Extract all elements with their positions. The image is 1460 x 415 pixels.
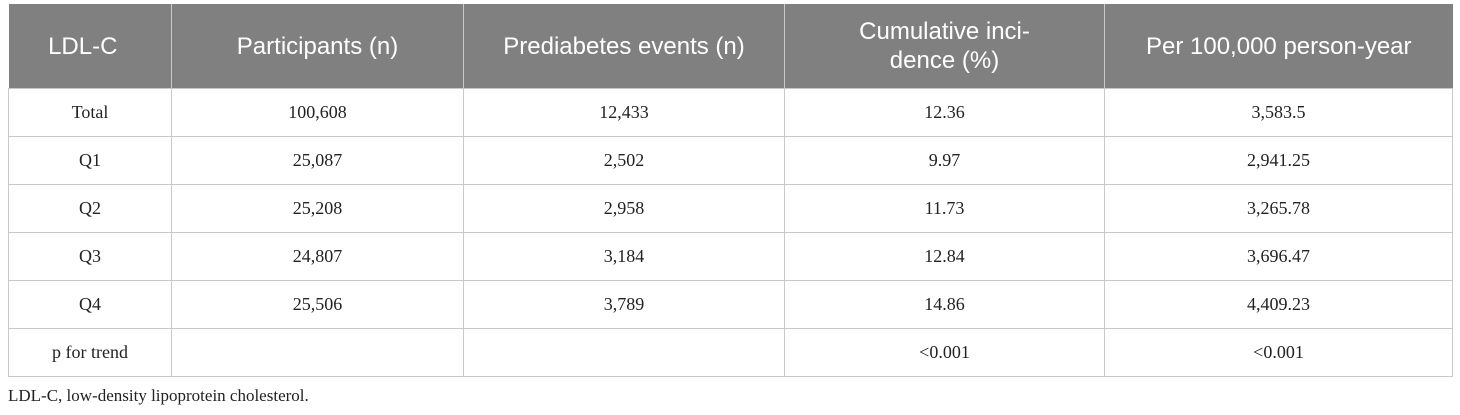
- cell-per-100000-person-year: 3,583.5: [1104, 88, 1453, 137]
- cell-cumulative-incidence: 12.84: [784, 232, 1105, 281]
- cell-cumulative-incidence: <0.001: [784, 328, 1105, 377]
- column-header-participants: Participants (n): [171, 4, 464, 89]
- table-row: Q1 25,087 2,502 9.97 2,941.25: [8, 136, 1453, 185]
- cell-ldl-c-group: Q3: [8, 232, 172, 281]
- cell-participants: 25,506: [171, 280, 464, 329]
- column-header-cumulative-incidence-label: Cumulative inci-dence (%): [859, 18, 1030, 74]
- cell-participants: 24,807: [171, 232, 464, 281]
- cell-participants: 25,087: [171, 136, 464, 185]
- table-row: Q2 25,208 2,958 11.73 3,265.78: [8, 184, 1453, 233]
- table-row: Total 100,608 12,433 12.36 3,583.5: [8, 88, 1453, 137]
- cell-ldl-c-group: p for trend: [8, 328, 172, 377]
- cell-prediabetes-events: 3,789: [463, 280, 785, 329]
- table-row: Q3 24,807 3,184 12.84 3,696.47: [8, 232, 1453, 281]
- table-footnote: LDL-C, low-density lipoprotein cholester…: [8, 386, 309, 405]
- column-header-per-100000: Per 100,000 person-year: [1104, 4, 1453, 89]
- cell-per-100000-person-year: <0.001: [1104, 328, 1453, 377]
- cell-prediabetes-events: 2,502: [463, 136, 785, 185]
- cell-prediabetes-events: 2,958: [463, 184, 785, 233]
- cell-cumulative-incidence: 12.36: [784, 88, 1105, 137]
- cell-prediabetes-events: [463, 328, 785, 377]
- cell-per-100000-person-year: 3,265.78: [1104, 184, 1453, 233]
- cell-cumulative-incidence: 11.73: [784, 184, 1105, 233]
- ldl-prediabetes-table: LDL-C Participants (n) Prediabetes event…: [8, 4, 1453, 377]
- cell-ldl-c-group: Q1: [8, 136, 172, 185]
- table-row: p for trend <0.001 <0.001: [8, 328, 1453, 377]
- column-header-cumulative-incidence: Cumulative inci-dence (%): [784, 4, 1105, 89]
- column-header-ldl-c: LDL-C: [8, 4, 172, 89]
- cell-per-100000-person-year: 3,696.47: [1104, 232, 1453, 281]
- cell-ldl-c-group: Q4: [8, 280, 172, 329]
- cell-ldl-c-group: Q2: [8, 184, 172, 233]
- table-header-row: LDL-C Participants (n) Prediabetes event…: [8, 4, 1453, 89]
- column-header-prediabetes-events: Prediabetes events (n): [463, 4, 785, 89]
- cell-per-100000-person-year: 4,409.23: [1104, 280, 1453, 329]
- cell-prediabetes-events: 12,433: [463, 88, 785, 137]
- cell-prediabetes-events: 3,184: [463, 232, 785, 281]
- cell-cumulative-incidence: 9.97: [784, 136, 1105, 185]
- cell-cumulative-incidence: 14.86: [784, 280, 1105, 329]
- cell-participants: 100,608: [171, 88, 464, 137]
- cell-participants: 25,208: [171, 184, 464, 233]
- cell-per-100000-person-year: 2,941.25: [1104, 136, 1453, 185]
- data-table-container: LDL-C Participants (n) Prediabetes event…: [8, 4, 1453, 377]
- table-row: Q4 25,506 3,789 14.86 4,409.23: [8, 280, 1453, 329]
- cell-ldl-c-group: Total: [8, 88, 172, 137]
- cell-participants: [171, 328, 464, 377]
